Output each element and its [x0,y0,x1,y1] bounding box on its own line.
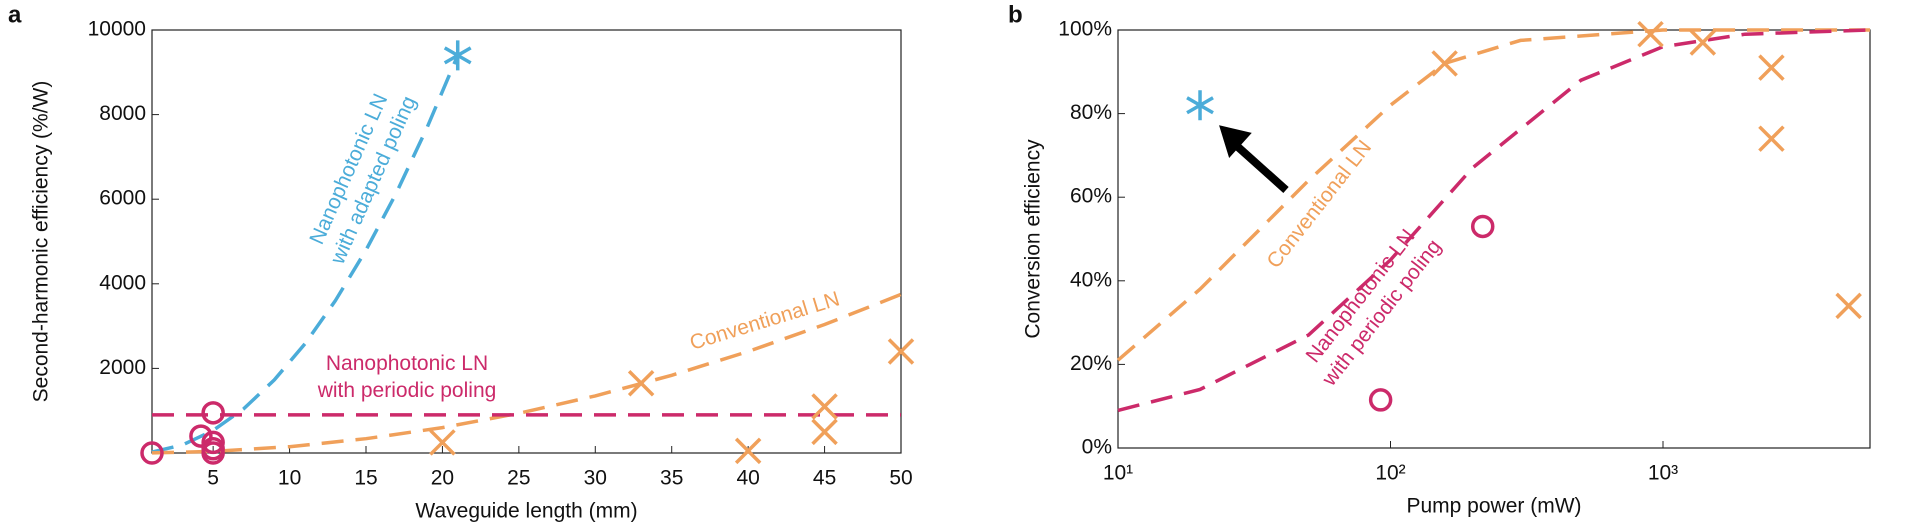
x-tick-label: 30 [584,467,607,490]
panel-label: b [1008,1,1023,28]
x-marker [734,437,762,465]
x-tick-label: 20 [431,467,454,490]
x-marker [1689,29,1717,56]
fit-curve [151,292,902,455]
x-tick-label: 15 [354,467,377,490]
circle-marker [1470,214,1495,239]
x-marker [1637,20,1664,48]
circle-marker [201,441,225,465]
arrow-head [1219,125,1252,158]
x-marker [1835,292,1862,320]
fit-curve [151,54,460,454]
x-axis-label: Waveguide length (mm) [415,500,637,523]
x-tick-label: 10² [1375,462,1405,485]
curve-label: Nanophotonic LN [326,352,488,375]
y-tick-label: 6000 [99,187,146,210]
x-tick-label: 10³ [1648,462,1678,485]
y-tick-label: 100% [1058,18,1112,41]
y-tick-label: 4000 [99,271,146,294]
circle-marker [201,430,225,455]
x-marker [887,338,915,365]
x-marker [627,369,655,397]
y-tick-label: 0% [1082,436,1112,459]
curve-annotation: Conventional LN [1262,136,1376,273]
asterisk-marker [1186,90,1214,121]
x-tick-label: 10¹ [1103,462,1133,485]
plot-frame [1117,29,1871,449]
x-marker [811,393,838,420]
x-tick-label: 50 [889,467,912,490]
x-tick-label: 25 [507,467,530,490]
x-tick-label: 10 [278,467,301,490]
x-marker [1431,50,1458,77]
panel-label: a [8,1,22,28]
asterisk-marker [443,40,472,71]
circle-marker [201,401,225,425]
arrow-shaft [1235,144,1289,193]
circle-marker [140,441,164,465]
y-tick-label: 20% [1070,352,1112,375]
y-tick-label: 60% [1070,185,1112,208]
x-marker [1758,125,1785,152]
plot-frame [151,29,902,454]
curve-label: with periodic poling [317,379,497,402]
x-tick-label: 5 [207,467,219,490]
y-tick-label: 10000 [88,18,146,41]
y-tick-label: 40% [1070,268,1112,291]
y-tick-label: 8000 [99,102,146,125]
circle-marker [189,424,213,448]
curve-label: Conventional LN [1262,136,1376,273]
x-tick-label: 40 [736,467,759,490]
fit-curve [1117,28,1871,413]
y-axis-label: Conversion efficiency [1022,139,1045,339]
x-tick-label: 35 [660,467,683,490]
y-tick-label: 80% [1070,101,1112,124]
x-tick-label: 45 [813,467,836,490]
fit-curve [1116,28,1870,362]
x-marker [811,418,838,446]
x-axis-label: Pump power (mW) [1406,495,1581,518]
x-marker [429,429,456,456]
curve-annotation: Nanophotonic LN with periodic poling [317,352,497,402]
circle-marker [1368,388,1393,412]
y-axis-label: Second-harmonic efficiency (%/W) [30,81,53,403]
x-marker [1758,54,1785,81]
y-tick-label: 2000 [99,356,146,379]
